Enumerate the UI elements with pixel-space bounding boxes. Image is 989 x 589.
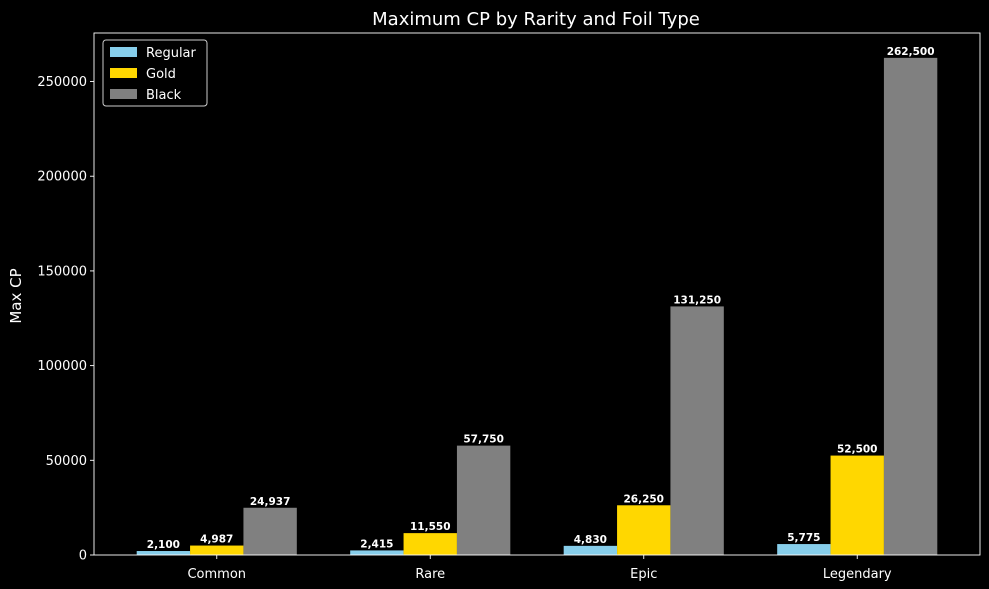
bar-regular-common	[136, 551, 191, 555]
legend-label-black: Black	[146, 88, 182, 103]
chart-title: Maximum CP by Rarity and Foil Type	[372, 9, 700, 30]
bar-gold-rare	[403, 533, 457, 555]
plot-frame	[93, 32, 981, 556]
axes-layer: 0 50000 100000 150000 200000 250000 Common Rare…	[37, 32, 981, 582]
data-label-gold-epic: 26,250	[623, 493, 664, 505]
y-tick-label: 0	[79, 549, 87, 564]
data-label-regular-legendary: 5,775	[787, 532, 820, 544]
bar-gold-epic	[617, 505, 671, 555]
data-label-black-epic: 131,250	[673, 294, 721, 306]
bar-black-rare	[456, 445, 511, 555]
legend-label-regular: Regular	[146, 46, 197, 61]
data-label-regular-rare: 2,415	[360, 538, 393, 550]
legend: Regular Gold Black	[102, 39, 208, 107]
data-label-black-legendary: 262,500	[887, 46, 935, 58]
bar-regular-epic	[563, 545, 618, 555]
legend-swatch-black	[110, 89, 137, 99]
data-label-black-rare: 57,750	[463, 434, 504, 446]
bar-gold-legendary	[830, 455, 884, 555]
data-label-gold-legendary: 52,500	[837, 444, 878, 456]
bar-black-common	[243, 507, 297, 555]
y-tick-label: 100000	[37, 359, 87, 374]
data-labels-layer: 2,100 2,415 4,830 5,775 4,987 11,550 26,250 52,…	[147, 46, 935, 551]
y-tick-label: 150000	[37, 264, 87, 279]
bar-gold-common	[190, 545, 244, 555]
x-tick-label-common: Common	[187, 567, 246, 582]
data-label-regular-epic: 4,830	[574, 534, 607, 546]
bars-layer	[136, 57, 938, 555]
legend-label-gold: Gold	[146, 67, 176, 82]
x-tick-label-legendary: Legendary	[823, 567, 892, 582]
bar-black-legendary	[883, 57, 938, 555]
bar-regular-rare	[350, 550, 404, 555]
x-tick-label-rare: Rare	[415, 567, 445, 582]
y-tick-label: 250000	[37, 75, 87, 90]
legend-swatch-gold	[110, 68, 137, 78]
x-tick-label-epic: Epic	[630, 567, 657, 582]
data-label-black-common: 24,937	[250, 496, 291, 508]
y-tick-label: 200000	[37, 170, 87, 185]
bar-black-epic	[670, 306, 724, 555]
legend-swatch-regular	[110, 47, 137, 57]
y-axis-label: Max CP	[7, 268, 25, 323]
y-tick-label: 50000	[46, 454, 87, 469]
data-label-regular-common: 2,100	[147, 539, 180, 551]
data-label-gold-common: 4,987	[200, 534, 233, 546]
bar-regular-legendary	[777, 544, 831, 555]
data-label-gold-rare: 11,550	[410, 521, 451, 533]
